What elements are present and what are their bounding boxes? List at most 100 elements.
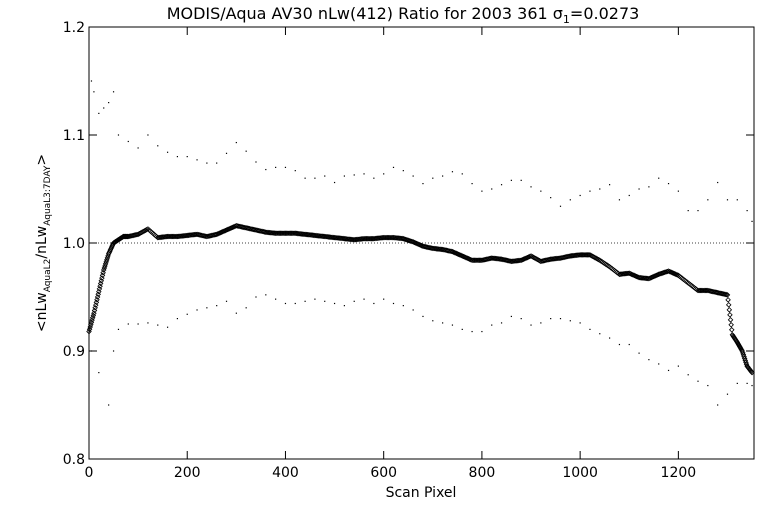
- data-point-mean: [464, 255, 470, 261]
- data-point-lower: [500, 322, 503, 324]
- data-point-mean: [100, 269, 106, 276]
- x-tick-label: 0: [85, 465, 94, 481]
- data-point-mean: [723, 291, 730, 298]
- data-point-lower: [275, 298, 277, 300]
- chart-title: MODIS/Aqua AV30 nLw(412) Ratio for 2003 …: [167, 4, 640, 26]
- data-point-lower: [383, 298, 385, 300]
- data-point-mean: [627, 271, 634, 277]
- data-point-lower: [98, 372, 100, 374]
- data-point-mean: [654, 272, 661, 278]
- data-point-lower: [245, 307, 247, 309]
- data-point-mean: [632, 273, 639, 279]
- data-point-mean: [725, 302, 732, 308]
- data-point-upper: [245, 150, 247, 152]
- data-point-lower: [294, 302, 296, 305]
- series-upper: [90, 80, 753, 222]
- data-point-upper: [451, 171, 454, 173]
- data-point-mean: [228, 225, 235, 231]
- data-point-lower: [157, 324, 159, 326]
- data-point-upper: [392, 166, 395, 168]
- data-point-mean: [727, 312, 733, 318]
- data-point-mean: [651, 273, 657, 280]
- data-point-mean: [673, 271, 679, 278]
- data-point-upper: [284, 166, 287, 168]
- data-point-mean: [461, 254, 468, 260]
- data-point-lower: [216, 305, 218, 307]
- data-point-mean: [97, 283, 103, 289]
- data-point-mean: [749, 369, 755, 376]
- data-point-lower: [343, 305, 345, 307]
- data-point-upper: [412, 175, 414, 177]
- data-point-lower: [530, 324, 532, 326]
- data-point-mean: [217, 229, 224, 236]
- data-point-mean: [453, 250, 459, 257]
- data-point-mean: [520, 256, 527, 262]
- data-point-lower: [284, 302, 287, 305]
- x-tick-label: 600: [370, 465, 397, 481]
- data-point-lower: [520, 318, 522, 320]
- data-point-mean: [466, 256, 473, 262]
- data-point-lower: [451, 324, 454, 326]
- data-point-mean: [379, 234, 386, 241]
- data-point-upper: [90, 80, 93, 82]
- data-point-upper: [98, 112, 100, 114]
- data-point-lower: [559, 318, 562, 320]
- y-tick-label: 0.9: [63, 344, 85, 360]
- data-point-upper: [186, 156, 188, 158]
- data-point-upper: [176, 156, 179, 158]
- data-point-mean: [96, 288, 102, 295]
- data-point-lower: [736, 382, 738, 384]
- data-point-upper: [569, 199, 571, 201]
- data-point-lower: [648, 359, 650, 361]
- data-point-lower: [510, 315, 512, 318]
- data-point-mean: [216, 230, 222, 237]
- data-point-mean: [99, 272, 106, 279]
- data-point-upper: [324, 175, 326, 177]
- data-point-mean: [648, 274, 655, 281]
- data-point-upper: [235, 141, 237, 144]
- data-point-lower: [550, 318, 552, 320]
- data-point-mean: [220, 228, 226, 235]
- data-point-lower: [333, 302, 336, 305]
- data-point-mean: [522, 255, 528, 262]
- data-point-upper: [609, 184, 611, 186]
- data-point-lower: [90, 350, 93, 352]
- data-point-lower: [402, 305, 404, 307]
- data-point-mean: [459, 253, 466, 259]
- data-point-mean: [653, 272, 660, 279]
- data-point-lower: [137, 323, 139, 325]
- data-point-lower: [255, 296, 257, 298]
- y-tick-label: 1.2: [63, 20, 85, 36]
- data-point-mean: [449, 248, 456, 255]
- data-point-lower: [569, 320, 571, 322]
- data-point-lower: [471, 330, 473, 333]
- data-point-mean: [455, 251, 462, 258]
- data-point-upper: [93, 91, 95, 93]
- data-point-upper: [196, 159, 198, 161]
- data-point-lower: [677, 365, 679, 367]
- data-point-upper: [363, 173, 365, 175]
- data-point-mean: [487, 255, 494, 262]
- data-point-upper: [510, 179, 512, 181]
- x-tick-label: 400: [272, 465, 299, 481]
- data-point-lower: [225, 300, 228, 302]
- data-point-mean: [134, 231, 140, 238]
- data-point-mean: [360, 236, 366, 242]
- data-point-mean: [221, 228, 227, 234]
- data-point-mean: [465, 255, 472, 262]
- data-point-lower: [392, 302, 395, 305]
- data-point-lower: [422, 315, 424, 318]
- data-point-mean: [218, 229, 225, 235]
- data-point-lower: [717, 404, 719, 406]
- data-point-mean: [624, 270, 630, 277]
- data-point-mean: [740, 350, 746, 356]
- x-tick-label: 200: [174, 465, 201, 481]
- data-point-lower: [117, 328, 120, 330]
- data-point-lower: [363, 298, 365, 300]
- data-point-upper: [147, 134, 149, 136]
- data-point-mean: [728, 322, 734, 328]
- data-point-upper: [589, 190, 591, 192]
- data-point-lower: [304, 300, 306, 302]
- data-point-upper: [559, 205, 562, 207]
